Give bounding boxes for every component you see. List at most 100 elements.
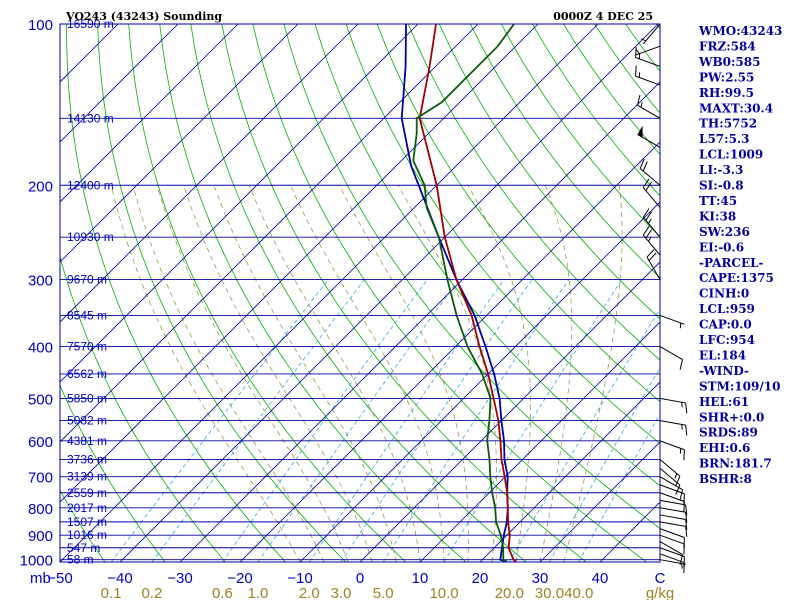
wind-barb (636, 95, 661, 119)
mixing-ratio-tick-label: 2.0 (299, 585, 320, 600)
height-label: 58 m (67, 553, 94, 567)
mixing-ratio-line (578, 413, 660, 562)
mixing-ratio-line (151, 279, 365, 562)
temperature-tick-label: −20 (227, 570, 252, 587)
isotherm-line (479, 381, 660, 562)
temperature-tick-label: 20 (472, 570, 489, 587)
pressure-tick-label: 200 (28, 178, 53, 195)
moist-adiabat-line (213, 185, 397, 562)
pressure-tick-label: 100 (28, 17, 53, 34)
index-entry: HEL:61 (699, 395, 749, 409)
height-label: 5082 m (67, 414, 107, 428)
wind-barb (635, 65, 661, 86)
wind-barb (635, 45, 661, 56)
mixing-ratio-tick-label: 1.0 (248, 585, 269, 600)
dry-adiabat-line (407, 24, 660, 361)
pressure-tick-label: 600 (28, 434, 53, 451)
wind-barb (659, 499, 688, 516)
temperature-tick-label: −10 (287, 570, 312, 587)
wind-barb (659, 541, 684, 565)
index-entry: MAXT:30.4 (699, 101, 773, 115)
wind-barb (659, 521, 688, 537)
isotherm-line (119, 24, 659, 562)
dry-adiabat-line (60, 384, 166, 562)
wind-barb (639, 158, 661, 186)
wind-barb (646, 249, 661, 280)
isotherm-line (60, 24, 239, 203)
isotherm-line (60, 24, 599, 562)
moist-adiabat-line (290, 185, 445, 562)
mixing-ratio-tick-label: 0.1 (101, 585, 122, 600)
mixing-ratio-line (257, 279, 460, 562)
profiles (400, 24, 517, 562)
wind-barb (642, 208, 661, 238)
index-entry: KI:38 (699, 209, 736, 223)
index-entry: CAPE:1375 (699, 271, 774, 285)
wind-barb (642, 178, 661, 208)
index-entry: WMO:43243 (698, 24, 782, 38)
mixing-ratio-tick-label: 30.0 (535, 585, 564, 600)
index-entry: PW:2.55 (699, 70, 754, 84)
wind-barb (659, 459, 681, 486)
dry-adiabat-line (159, 24, 467, 562)
mixing-ratio-line (110, 279, 329, 562)
wind-barb (659, 547, 685, 568)
dry-adiabat-line (252, 24, 647, 562)
dry-adiabat-line (221, 24, 587, 562)
mixing-ratio-tick-label: 3.0 (331, 585, 352, 600)
index-entry: TT:45 (699, 194, 737, 208)
index-entry: EHI:0.6 (699, 441, 750, 455)
wind-barb (659, 559, 686, 569)
moist-adiabat-line (248, 185, 421, 562)
isotherm-line (179, 81, 660, 562)
wind-barb (659, 528, 685, 548)
height-label: 3736 m (67, 452, 107, 466)
wind-barb (640, 23, 661, 45)
mixing-ratio-tick-label: 0.2 (141, 585, 162, 600)
index-entry: BSHR:8 (699, 472, 752, 486)
dry-adiabat-line (283, 24, 660, 529)
index-entry: CINH:0 (699, 287, 749, 301)
isotherm-line (60, 24, 299, 263)
index-entry: L57:5.3 (699, 132, 749, 146)
height-label: 8545 m (67, 308, 107, 322)
pressure-tick-label: 300 (28, 273, 53, 290)
temperature-tick-label: 40 (592, 570, 609, 587)
temperature-tick-label: 0 (356, 570, 364, 587)
height-label: 1507 m (67, 515, 107, 529)
height-label: 2017 m (67, 501, 107, 515)
wind-barb (659, 420, 688, 436)
temperature-tick-label: −30 (167, 570, 192, 587)
mixing-ratio-line (222, 279, 428, 562)
index-entry: -WIND- (699, 364, 749, 378)
dry-adiabat-line (314, 24, 660, 487)
height-label: 1016 m (67, 528, 107, 542)
pressure-tick-label: 900 (28, 528, 53, 545)
pressure-unit-label: mb (30, 570, 51, 587)
index-entry: LFC:954 (699, 333, 755, 347)
height-label: 3139 m (67, 470, 107, 484)
index-entry: LI:-3.3 (699, 163, 743, 177)
moist-adiabat-line (132, 185, 325, 562)
temperature-tick-label: 10 (412, 570, 429, 587)
isotherm-line (539, 441, 660, 562)
pressure-tick-label: 400 (28, 340, 53, 357)
mixing-ratio-tick-label: 5.0 (373, 585, 394, 600)
mixing-ratio-unit-label: g/kg (646, 585, 674, 600)
moist-adiabat-line (563, 185, 623, 562)
pressure-tick-label: 1000 (20, 553, 53, 570)
mixing-ratio-line (549, 367, 660, 562)
mixing-ratio-tick-label: 10.0 (429, 585, 458, 600)
index-entry: STM:109/10 (699, 379, 780, 393)
wind-barb (635, 47, 661, 67)
mixing-ratio-tick-label: 20.0 (495, 585, 524, 600)
index-entry: EL:184 (699, 348, 746, 362)
isotherm-line (60, 24, 479, 443)
moist-adiabat-line (397, 185, 497, 562)
pressure-tick-label: 500 (28, 391, 53, 408)
height-label: 2559 m (67, 486, 107, 500)
mixing-ratio-line (308, 279, 505, 562)
